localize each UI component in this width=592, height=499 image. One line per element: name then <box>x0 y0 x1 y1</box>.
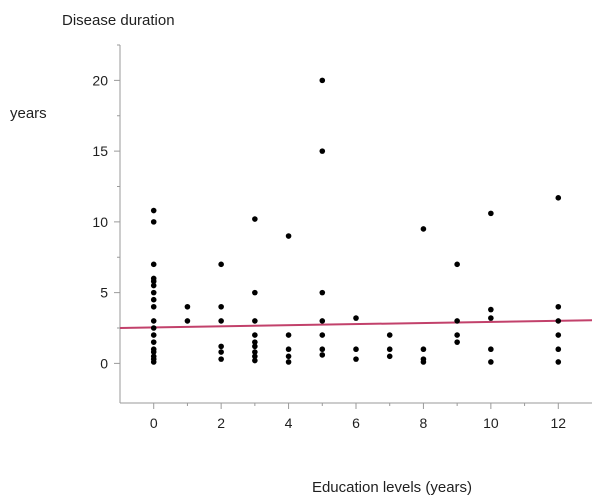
data-point <box>420 359 427 365</box>
data-point <box>218 303 224 310</box>
data-point <box>150 349 157 355</box>
data-point <box>319 352 326 358</box>
data-point <box>150 296 157 303</box>
data-point <box>218 318 224 324</box>
data-point <box>285 332 292 338</box>
data-point <box>285 346 292 353</box>
data-point <box>150 303 157 310</box>
data-point <box>454 339 460 345</box>
data-point <box>150 207 157 214</box>
x-tick-label: 6 <box>352 415 360 431</box>
data-point <box>150 332 157 338</box>
x-tick-label: 8 <box>420 415 428 431</box>
data-point <box>454 318 460 324</box>
data-points <box>150 77 562 365</box>
data-point <box>150 359 157 365</box>
data-point <box>454 332 460 338</box>
chart-title: Disease duration <box>62 12 175 29</box>
data-point <box>386 353 393 360</box>
data-point <box>420 346 427 353</box>
data-point <box>252 318 258 324</box>
data-point <box>252 289 258 296</box>
data-point <box>252 357 258 364</box>
data-point <box>150 325 157 331</box>
y-tick-label: 5 <box>100 285 108 301</box>
data-point <box>285 233 292 239</box>
data-point <box>150 278 157 285</box>
data-point <box>150 219 157 225</box>
data-point <box>319 346 326 353</box>
data-point <box>218 356 224 362</box>
x-tick-label: 12 <box>550 415 566 431</box>
data-point <box>386 346 393 353</box>
data-point <box>555 318 562 324</box>
x-tick-label: 0 <box>150 415 158 431</box>
data-point <box>285 359 292 365</box>
data-point <box>488 315 494 321</box>
data-point <box>252 349 258 355</box>
data-point <box>555 332 562 338</box>
y-tick-label: 0 <box>100 355 108 371</box>
data-point <box>218 349 224 355</box>
data-point <box>353 315 359 321</box>
data-point <box>420 226 427 232</box>
data-point <box>488 210 494 217</box>
data-point <box>353 356 359 362</box>
y-tick-label: 15 <box>92 143 108 159</box>
data-point <box>184 318 191 324</box>
data-point <box>150 261 157 268</box>
data-point <box>150 289 157 296</box>
y-axis-label: years <box>10 105 47 122</box>
data-point <box>252 339 258 345</box>
data-point <box>252 353 258 360</box>
data-point <box>353 346 359 353</box>
data-point <box>150 282 157 289</box>
data-point <box>488 359 494 365</box>
x-tick-label: 4 <box>285 415 293 431</box>
data-point <box>252 343 258 350</box>
data-point <box>319 148 326 154</box>
data-point <box>252 216 258 222</box>
regression-line <box>119 319 592 330</box>
data-point <box>555 195 562 201</box>
y-tick-label: 20 <box>92 72 108 88</box>
x-axis-label: Education levels (years) <box>312 479 472 496</box>
data-point <box>488 306 494 313</box>
x-tick-label: 2 <box>217 415 225 431</box>
data-point <box>319 332 326 338</box>
x-axis-ticks: 0 2 4 6 8 10 12 <box>150 403 566 431</box>
data-point <box>319 318 326 324</box>
data-point <box>150 318 157 324</box>
data-point <box>319 77 326 84</box>
data-point <box>555 346 562 353</box>
y-tick-label: 10 <box>92 214 108 230</box>
data-point <box>218 343 224 350</box>
data-point <box>454 261 460 268</box>
data-point <box>386 332 393 338</box>
data-point <box>555 303 562 310</box>
data-point <box>184 303 191 310</box>
y-axis-ticks: 0 5 10 15 20 <box>92 44 120 371</box>
x-tick-label: 10 <box>483 415 499 431</box>
data-point <box>319 289 326 296</box>
data-point <box>555 359 562 365</box>
data-point <box>150 339 157 345</box>
data-point <box>488 346 494 353</box>
data-point <box>252 332 258 338</box>
data-point <box>218 261 224 268</box>
data-point <box>285 353 292 360</box>
